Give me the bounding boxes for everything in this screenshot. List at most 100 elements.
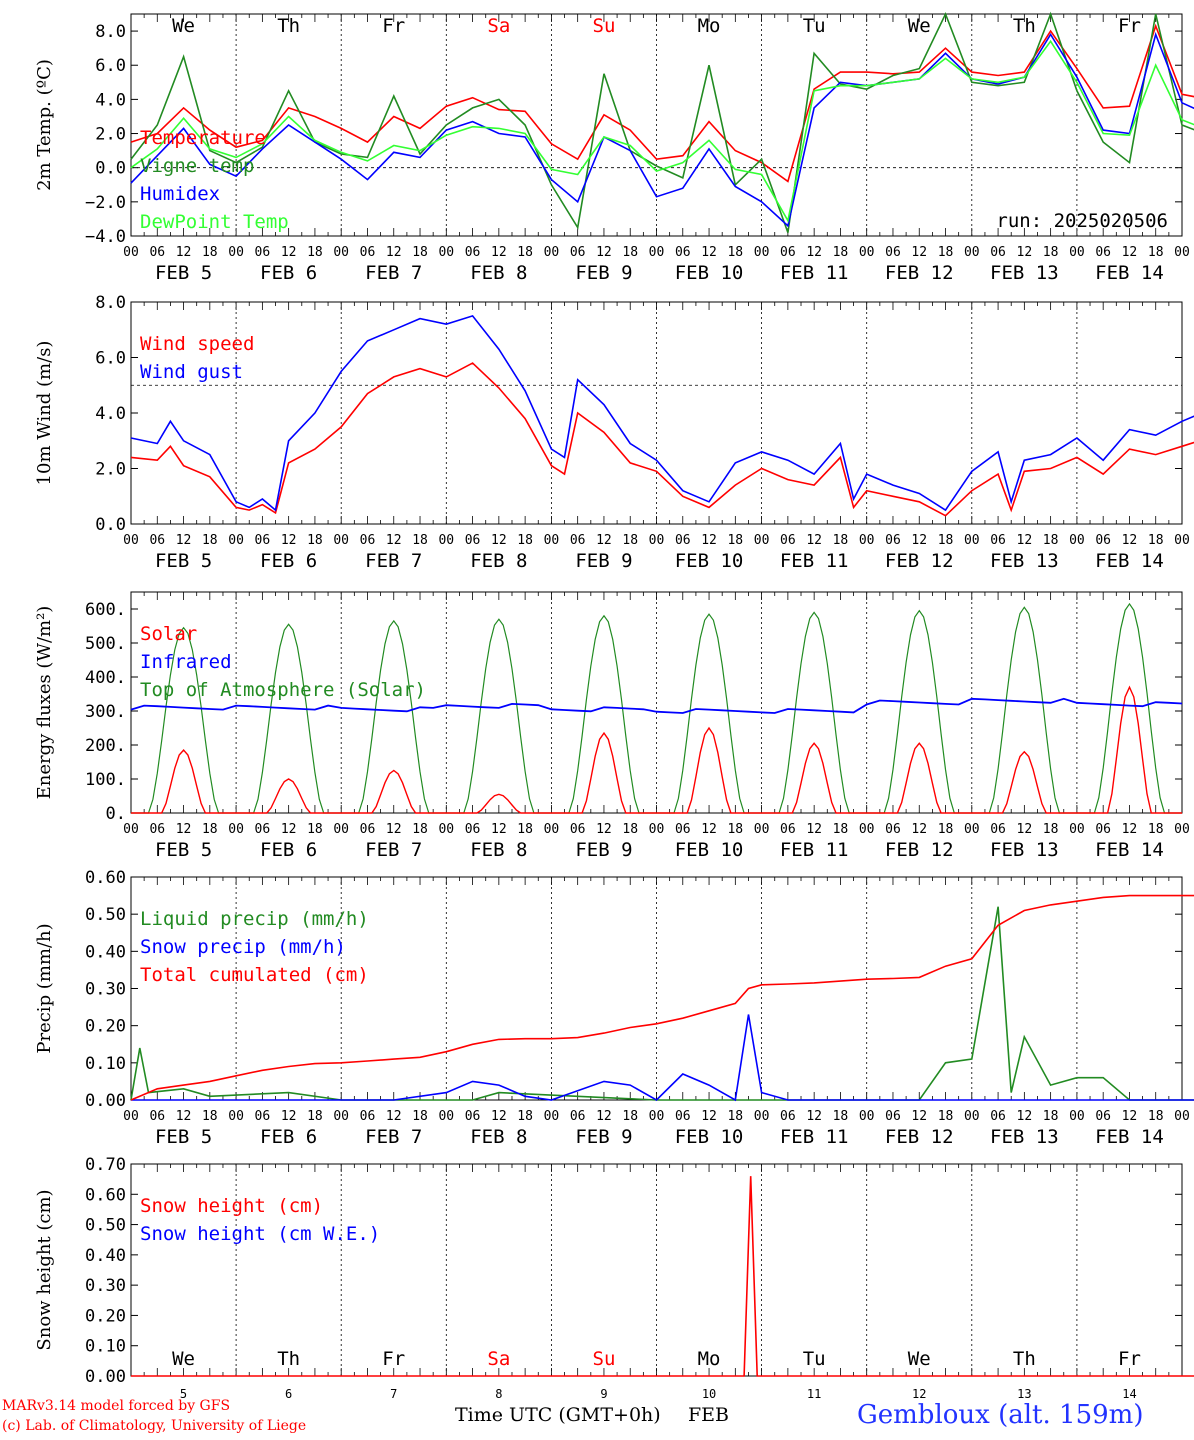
- hour-label: 18: [412, 245, 428, 260]
- hour-label: 18: [938, 245, 954, 260]
- hour-label: 06: [360, 245, 376, 260]
- hour-label: 18: [202, 533, 218, 548]
- hour-label: 18: [1043, 245, 1059, 260]
- hour-label: 12: [1122, 533, 1138, 548]
- lab-credit: (c) Lab. of Climatology, University of L…: [2, 1418, 307, 1434]
- hour-label: 06: [990, 822, 1006, 837]
- hour-label: 00: [544, 822, 560, 837]
- hour-label: 06: [255, 822, 271, 837]
- date-label: FEB 10: [675, 839, 744, 861]
- hour-label: 12: [701, 822, 717, 837]
- date-label: FEB 13: [990, 1126, 1059, 1148]
- weekday-bottom-8: Th: [1013, 1348, 1036, 1370]
- hour-label: 00: [1174, 533, 1190, 548]
- y-tick-label: 4.0: [95, 404, 126, 424]
- hour-label: 06: [570, 245, 586, 260]
- date-label: FEB 8: [470, 262, 527, 284]
- hour-label: 06: [1095, 245, 1111, 260]
- y-tick-label: −2.0: [85, 193, 126, 213]
- date-label: FEB 11: [780, 839, 849, 861]
- hour-label: 06: [675, 245, 691, 260]
- date-label: FEB 12: [885, 262, 954, 284]
- y-axis-title: Precip (mm/h): [34, 923, 55, 1053]
- hour-label: 00: [123, 245, 139, 260]
- hour-label: 06: [675, 822, 691, 837]
- hour-label: 18: [727, 245, 743, 260]
- date-label: FEB 11: [780, 1126, 849, 1148]
- hour-label: 12: [176, 533, 192, 548]
- y-tick-label: 0.0: [95, 515, 126, 535]
- y-tick-label: 0.10: [85, 1054, 126, 1074]
- hour-label: 12: [806, 822, 822, 837]
- legend-total-cumulated-cm-: Total cumulated (cm): [140, 964, 369, 986]
- hour-label: 00: [649, 1109, 665, 1124]
- y-tick-label: 6.0: [95, 349, 126, 369]
- date-label: FEB 10: [675, 550, 744, 572]
- date-label: FEB 6: [260, 262, 317, 284]
- hour-label: 18: [833, 1109, 849, 1124]
- hour-label: 06: [255, 1109, 271, 1124]
- legend-snow-height-cm-: Snow height (cm): [140, 1195, 323, 1217]
- series-dewpoint-temp: [130, 39, 1194, 223]
- hour-label: 12: [386, 822, 402, 837]
- y-tick-label: 0.60: [85, 1185, 126, 1205]
- series-infrared: [130, 697, 1183, 714]
- panel-2: 8.0 6.0 4.0 2.0 0.0 10m Wind (m/s) 00 06 12 18 00 0…: [34, 293, 1194, 572]
- hour-label: 12: [911, 533, 927, 548]
- y-tick-label: 0.40: [85, 942, 126, 962]
- y-tick-label: 0.00: [85, 1367, 126, 1387]
- hour-label: 06: [255, 533, 271, 548]
- date-label: FEB 13: [990, 839, 1059, 861]
- hour-label: 12: [386, 533, 402, 548]
- weekday-bottom-3: Sa: [487, 1348, 510, 1370]
- date-label: FEB 14: [1095, 550, 1164, 572]
- hour-label: 18: [727, 533, 743, 548]
- hour-label: 00: [964, 1109, 980, 1124]
- y-tick-label: 500.: [85, 634, 126, 654]
- weekday-bottom-2: Fr: [382, 1348, 405, 1370]
- hour-label: 12: [1017, 245, 1033, 260]
- hour-label: 18: [517, 533, 533, 548]
- hour-label: 18: [1148, 245, 1164, 260]
- hour-label: 06: [360, 822, 376, 837]
- hour-label: 00: [1069, 1109, 1085, 1124]
- hour-label: 06: [465, 822, 481, 837]
- date-label: FEB 12: [885, 550, 954, 572]
- hour-label: 18: [833, 822, 849, 837]
- y-tick-label: 2.0: [95, 125, 126, 145]
- series-wind-gust: [130, 314, 1194, 512]
- hour-label: 18: [1148, 533, 1164, 548]
- hour-label: 18: [517, 822, 533, 837]
- hour-label: 12: [1017, 822, 1033, 837]
- hour-label: 12: [1017, 533, 1033, 548]
- weekday-top-9: Fr: [1118, 15, 1141, 37]
- hour-label: 00: [123, 822, 139, 837]
- day-number: 6: [285, 1387, 292, 1401]
- hour-label: 00: [754, 822, 770, 837]
- hour-label: 12: [491, 822, 507, 837]
- y-axis-title: Snow height (cm): [34, 1189, 55, 1350]
- hour-label: 06: [1095, 822, 1111, 837]
- legend-solar: Solar: [140, 623, 197, 645]
- hour-label: 00: [1069, 533, 1085, 548]
- date-label: FEB 6: [260, 1126, 317, 1148]
- hour-label: 06: [570, 1109, 586, 1124]
- y-tick-label: 600.: [85, 600, 126, 620]
- hour-label: 18: [412, 822, 428, 837]
- y-tick-label: 0.30: [85, 1276, 126, 1296]
- hour-label: 00: [123, 1109, 139, 1124]
- hour-label: 00: [228, 1109, 244, 1124]
- date-label: FEB 9: [575, 550, 632, 572]
- y-tick-label: 0.40: [85, 1246, 126, 1266]
- weekday-top-8: Th: [1013, 15, 1036, 37]
- day-number: 10: [702, 1387, 716, 1401]
- series-total-cumulated-cm-: [130, 894, 1194, 1101]
- date-label: FEB 10: [675, 1126, 744, 1148]
- legend-vigne-temp: Vigne temp: [140, 155, 254, 177]
- y-axis-title: 10m Wind (m/s): [34, 341, 55, 486]
- hour-label: 12: [806, 245, 822, 260]
- date-label: FEB 5: [155, 1126, 212, 1148]
- hour-label: 12: [1122, 245, 1138, 260]
- y-tick-label: 0.60: [85, 868, 126, 888]
